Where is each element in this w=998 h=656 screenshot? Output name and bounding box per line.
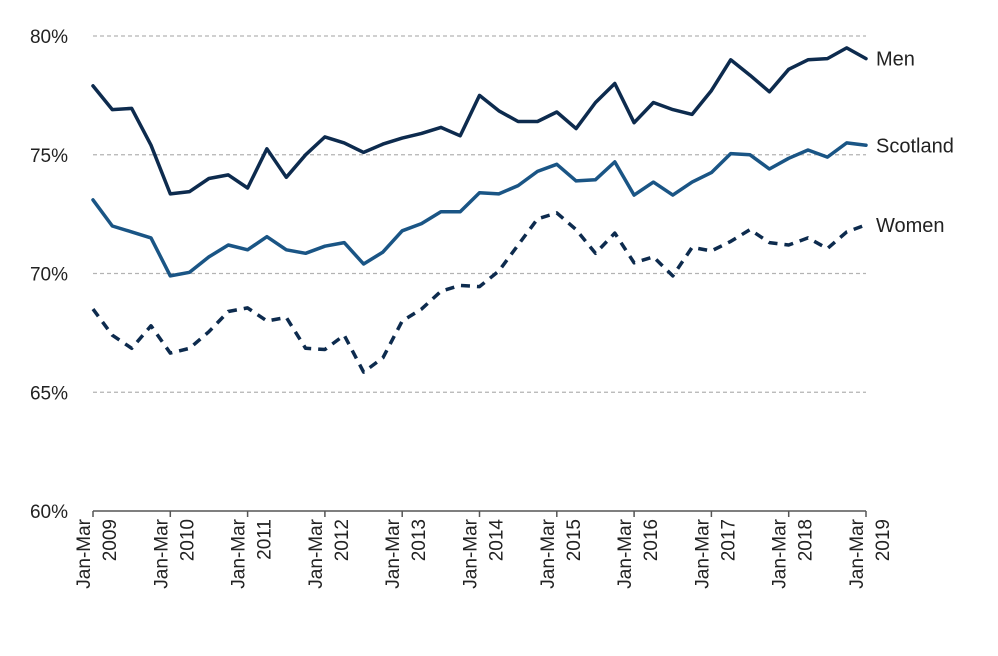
series-line-men <box>91 46 868 196</box>
x-tick-period: Jan-Mar <box>461 518 482 588</box>
series-label-women: Women <box>876 215 945 237</box>
series-line-women <box>91 211 867 374</box>
y-tick-label: 65% <box>30 383 68 404</box>
series-label-scotland: Scotland <box>876 135 954 157</box>
x-tick-period: Jan-Mar <box>692 518 713 588</box>
y-tick-label: 75% <box>30 146 68 167</box>
x-tick-year: 2017 <box>718 519 739 561</box>
x-tick-year: 2012 <box>332 519 353 561</box>
x-tick-period: Jan-Mar <box>770 518 791 588</box>
series-labels: Men Scotland Women <box>876 49 954 237</box>
x-tick-year: 2019 <box>873 519 894 561</box>
series-lines <box>91 46 868 374</box>
y-tick-label: 70% <box>30 265 68 286</box>
y-tick-label: 80% <box>30 27 68 48</box>
x-tick-period: Jan-Mar <box>151 518 172 588</box>
y-tick-label: 60% <box>30 502 68 523</box>
x-tick-year: 2011 <box>255 519 276 560</box>
x-tick-period: Jan-Mar <box>306 518 327 588</box>
x-tick-period: Jan-Mar <box>847 518 868 588</box>
x-tick-year: 2016 <box>641 519 662 561</box>
x-tick-period: Jan-Mar <box>74 518 95 588</box>
x-tick-year: 2015 <box>564 519 585 561</box>
y-axis-ticks: 60% 65% 70% 75% 80% <box>30 27 68 523</box>
x-tick-year: 2013 <box>409 519 430 561</box>
x-axis-ticks: Jan-Mar 2009 Jan-Mar 2010 Jan-Mar 2011 Jan-Mar… <box>74 511 894 589</box>
x-tick-period: Jan-Mar <box>615 518 636 588</box>
x-tick-year: 2009 <box>100 519 121 561</box>
x-tick-year: 2018 <box>796 519 817 561</box>
series-label-men: Men <box>876 49 915 71</box>
x-tick-period: Jan-Mar <box>538 518 559 588</box>
x-tick-period: Jan-Mar <box>229 518 250 588</box>
x-tick-period: Jan-Mar <box>383 518 404 588</box>
gridlines <box>93 35 866 393</box>
series-line-scotland <box>91 141 868 278</box>
x-tick-year: 2014 <box>487 519 508 562</box>
x-tick-year: 2010 <box>177 519 198 561</box>
